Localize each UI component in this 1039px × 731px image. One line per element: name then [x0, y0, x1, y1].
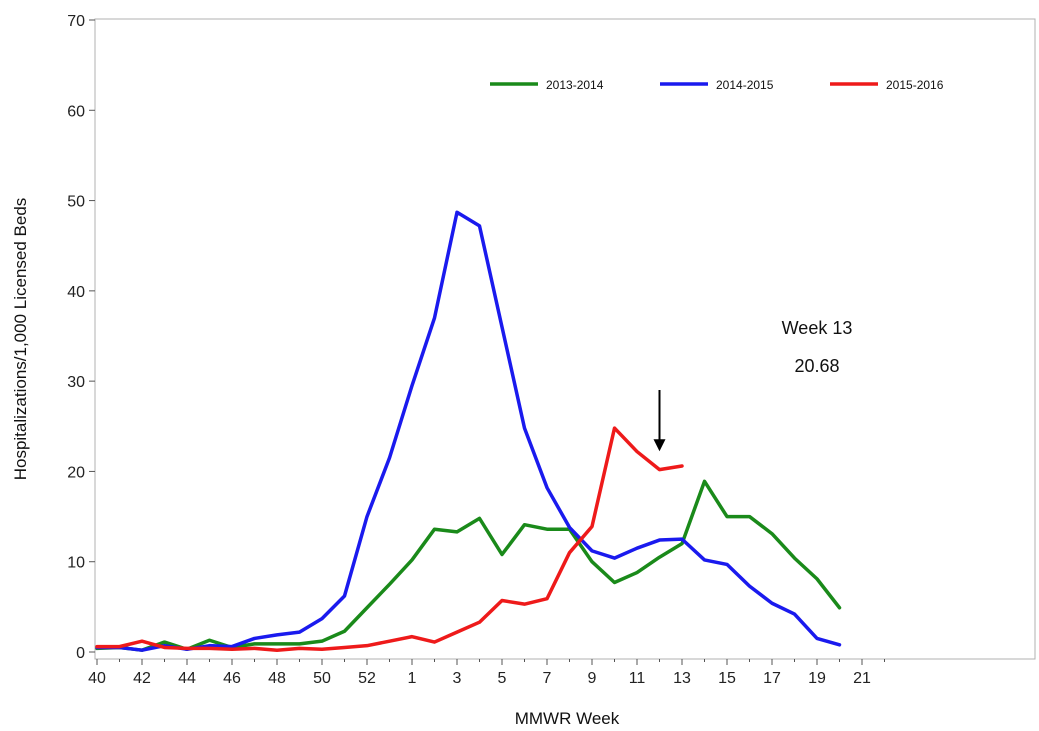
x-tick-label: 15: [718, 670, 736, 687]
x-tick-label: 13: [673, 670, 691, 687]
x-tick-label: 42: [133, 670, 151, 687]
y-axis: 0 10 20 30 40 50 60 70: [67, 13, 95, 662]
legend: 2013-2014 2014-2015 2015-2016: [490, 78, 944, 92]
x-axis-title: MMWR Week: [515, 709, 620, 728]
legend-label: 2014-2015: [716, 78, 774, 92]
annotation: Week 13 20.68: [653, 318, 853, 452]
x-tick-label: 52: [358, 670, 376, 687]
y-tick-label: 70: [67, 13, 85, 30]
x-tick-label: 9: [588, 670, 597, 687]
y-tick-label: 20: [67, 464, 85, 481]
x-tick-label: 50: [313, 670, 331, 687]
series-line-2014-2015: [95, 210, 842, 652]
x-tick-label: 48: [268, 670, 286, 687]
series-lines: [95, 210, 842, 652]
y-axis-title: Hospitalizations/1,000 Licensed Beds: [11, 198, 30, 481]
plot-area: [94, 18, 1036, 660]
y-tick-label: 60: [67, 103, 85, 120]
x-tick-label: 46: [223, 670, 241, 687]
y-tick-label: 40: [67, 284, 85, 301]
y-tick-label: 10: [67, 555, 85, 572]
legend-label: 2015-2016: [886, 78, 944, 92]
x-tick-label: 1: [408, 670, 417, 687]
annotation-line-2: 20.68: [794, 356, 839, 376]
y-tick-label: 30: [67, 374, 85, 391]
annotation-line-1: Week 13: [782, 318, 853, 338]
y-tick-label: 50: [67, 194, 85, 211]
x-axis: 40 42 44 46 48 50 52 1 3 5 7 9 11 13 15 17 19 21: [88, 659, 885, 687]
x-tick-label: 5: [498, 670, 507, 687]
annotation-arrow-head: [653, 439, 666, 452]
x-tick-label: 7: [543, 670, 552, 687]
x-tick-label: 44: [178, 670, 196, 687]
x-tick-label: 40: [88, 670, 106, 687]
x-tick-label: 11: [629, 670, 646, 687]
x-tick-label: 21: [853, 670, 871, 687]
plot-frame: [94, 18, 1036, 660]
legend-label: 2013-2014: [546, 78, 604, 92]
x-tick-label: 19: [808, 670, 826, 687]
x-tick-label: 17: [763, 670, 781, 687]
series-line-2013-2014: [95, 479, 842, 652]
x-tick-label: 3: [453, 670, 462, 687]
y-tick-label: 0: [76, 645, 85, 662]
